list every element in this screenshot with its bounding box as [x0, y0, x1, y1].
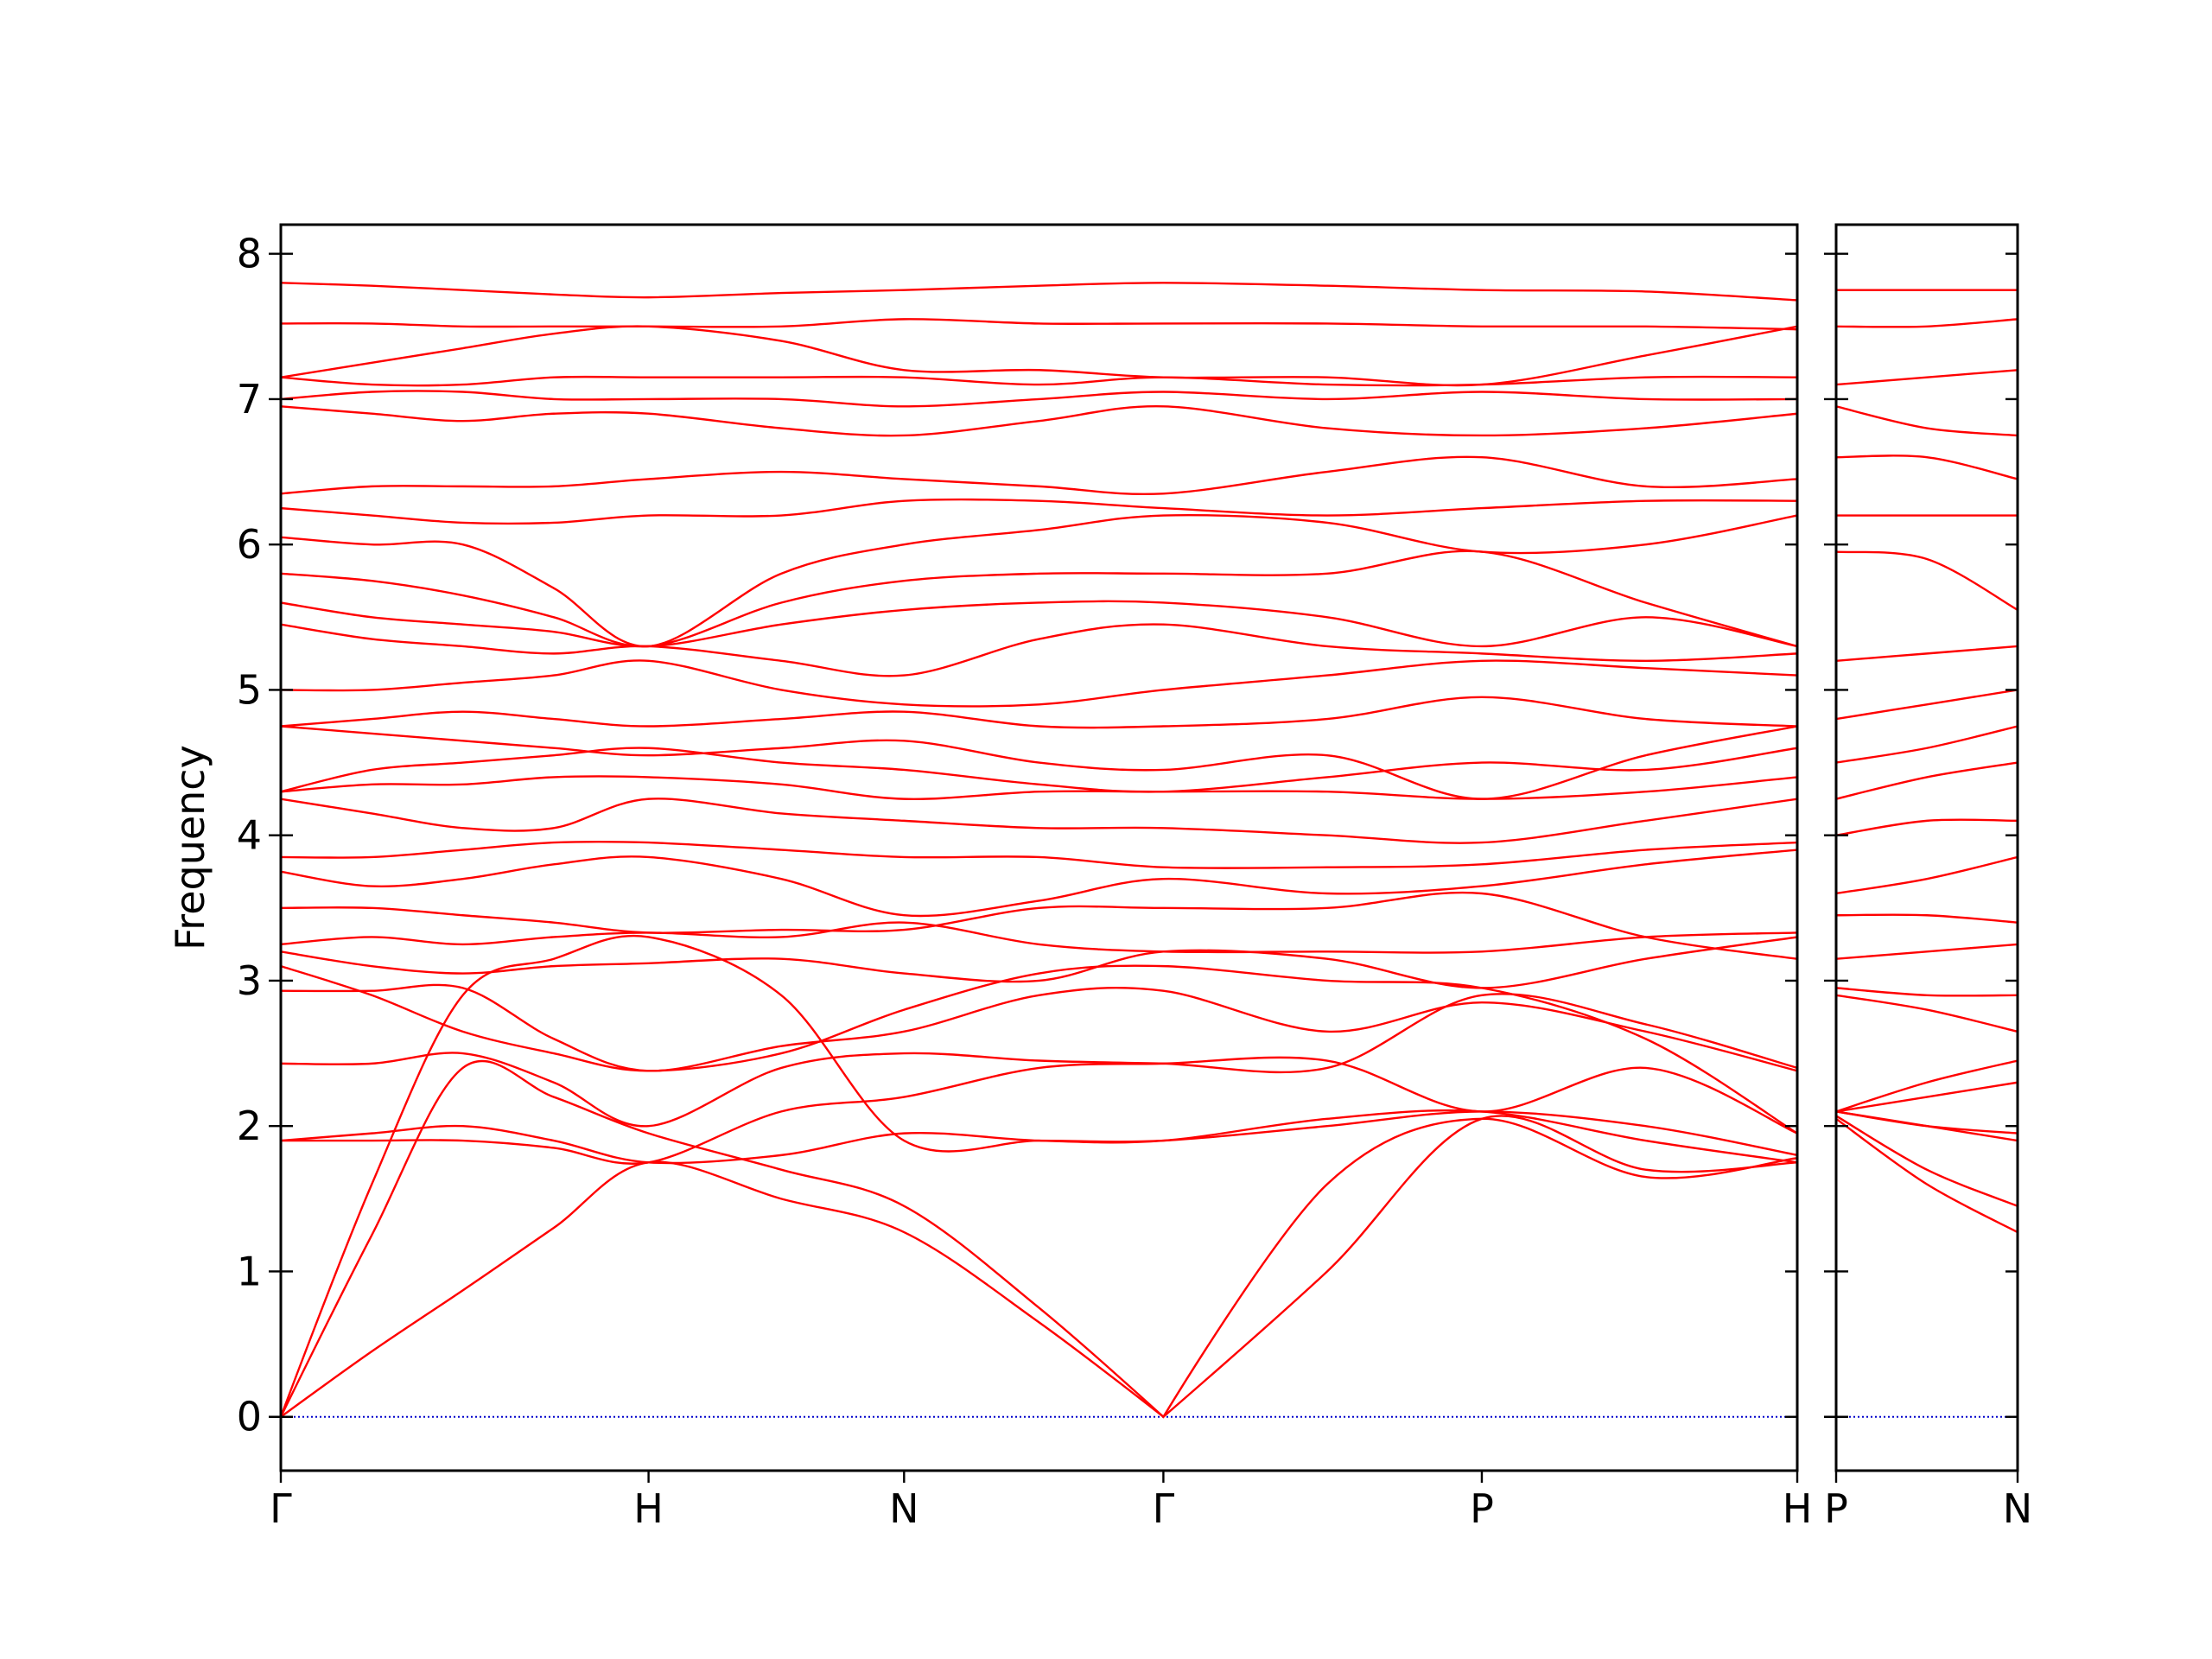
x-tick-label: N	[2003, 1485, 2032, 1532]
band-line	[1836, 987, 2018, 997]
band-line	[281, 993, 1797, 1128]
band-line	[1836, 318, 2018, 328]
band-line	[281, 921, 1797, 954]
band-line	[1836, 1081, 2018, 1113]
plot-area	[281, 282, 1797, 1419]
band-line	[281, 623, 1797, 677]
band-line	[281, 935, 1797, 1418]
band-line	[281, 1056, 1797, 1165]
band-line	[281, 936, 1797, 989]
y-axis-label: Frequency	[167, 745, 213, 950]
y-tick-label: 1	[237, 1248, 262, 1294]
band-line	[281, 325, 1797, 387]
band-line	[1836, 1115, 2018, 1207]
x-tick-label: H	[1783, 1485, 1813, 1532]
band-line	[1836, 405, 2018, 437]
band-line	[281, 849, 1797, 918]
band-line	[281, 550, 1797, 648]
band-line	[281, 282, 1797, 302]
y-tick-label: 8	[237, 231, 262, 277]
band-line	[281, 891, 1797, 960]
band-line	[281, 498, 1797, 525]
band-line	[1836, 913, 2018, 924]
band-line	[1836, 550, 2018, 611]
band-line	[1836, 1117, 2018, 1234]
band-line	[281, 318, 1797, 331]
band-line	[281, 747, 1797, 793]
x-tick-label: P	[1824, 1485, 1848, 1532]
band-line	[281, 1059, 1797, 1419]
band-line	[1836, 818, 2018, 836]
band-line	[281, 455, 1797, 496]
band-line	[1836, 645, 2018, 662]
x-tick-label: Γ	[1153, 1485, 1175, 1532]
x-tick-label: P	[1470, 1485, 1494, 1532]
band-line	[281, 1109, 1797, 1165]
plot-area	[1836, 289, 2018, 1418]
band-line	[281, 840, 1797, 869]
y-tick-label: 2	[237, 1103, 262, 1149]
band-line	[1836, 369, 2018, 386]
x-tick-label: N	[889, 1485, 918, 1532]
band-line	[281, 600, 1797, 648]
band-line	[281, 964, 1797, 1135]
band-line	[281, 696, 1797, 729]
band-line	[1836, 725, 2018, 764]
x-tick-label: Γ	[270, 1485, 292, 1532]
y-tick-label: 7	[237, 376, 262, 423]
band-line	[281, 513, 1797, 648]
y-tick-label: 3	[237, 957, 262, 1004]
y-tick-label: 6	[237, 521, 262, 568]
band-line	[1836, 943, 2018, 960]
y-tick-label: 0	[237, 1394, 262, 1440]
band-line	[281, 375, 1797, 387]
band-line	[281, 659, 1797, 708]
band-line	[281, 1115, 1797, 1419]
x-tick-label: H	[633, 1485, 664, 1532]
band-line	[1836, 994, 2018, 1033]
band-line	[281, 775, 1797, 800]
band-line	[1836, 1059, 2018, 1113]
y-tick-label: 4	[237, 812, 262, 859]
axes-frame	[279, 223, 1799, 1472]
band-line	[281, 798, 1797, 844]
axes-frame	[1834, 223, 2019, 1472]
y-tick-label: 5	[237, 666, 262, 713]
band-line	[281, 725, 1797, 800]
band-line	[1836, 761, 2018, 800]
band-line	[1836, 689, 2018, 721]
band-line	[281, 983, 1797, 1072]
band-line	[1836, 1110, 2018, 1135]
band-line	[1836, 454, 2018, 480]
band-line	[1836, 855, 2018, 895]
band-line	[281, 405, 1797, 437]
band-line	[281, 390, 1797, 408]
